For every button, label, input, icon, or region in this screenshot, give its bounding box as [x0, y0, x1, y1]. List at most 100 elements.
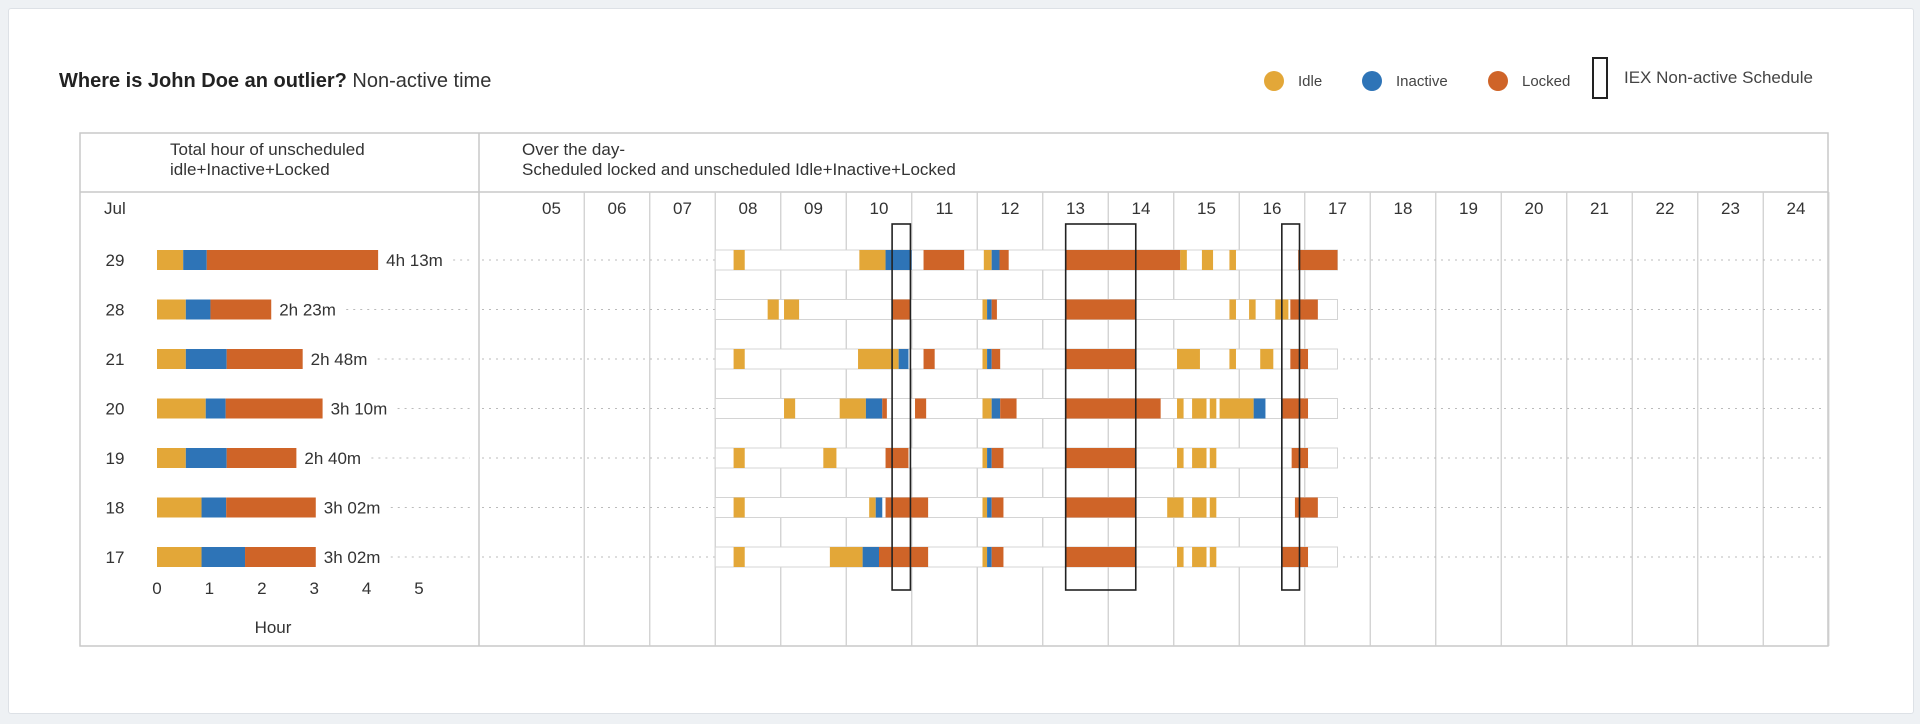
day-label: 28: [106, 301, 125, 320]
idle-segment: [1180, 250, 1187, 270]
idle-segment: [983, 250, 992, 270]
idle-segment: [1229, 250, 1236, 270]
active-window-bar: [714, 546, 1338, 568]
legend-item-locked[interactable]: Locked: [1488, 71, 1570, 91]
locked-segment: [949, 250, 965, 270]
total-label: 4h 13m: [386, 251, 443, 270]
idle-segment: [1209, 398, 1217, 419]
legend-label: IEX Non-active Schedule: [1624, 68, 1813, 87]
day-label: 29: [106, 251, 125, 270]
idle-segment: [982, 349, 988, 369]
locked-bar: [226, 448, 297, 468]
hour-tick-label: 14: [1132, 199, 1151, 218]
locked-segment: [991, 547, 1004, 567]
hour-tick-label: 18: [1394, 199, 1413, 218]
locked-segment: [1065, 448, 1136, 468]
schedule-block: [891, 223, 912, 591]
idle-segment: [982, 299, 988, 320]
idle-segment: [733, 497, 745, 518]
idle-segment: [858, 349, 899, 369]
inactive-segment: [1253, 398, 1266, 419]
inactive-segment: [987, 547, 992, 567]
chart-title-bold: Where is John Doe an outlier?: [59, 70, 347, 92]
schedule-block: [1281, 223, 1301, 591]
day-label: 20: [106, 400, 125, 419]
idle-segment: [784, 398, 796, 419]
x-tick-label: 0: [152, 579, 161, 598]
locked-segment: [991, 448, 1004, 468]
idle-bar: [157, 250, 184, 270]
hour-tick-label: 19: [1459, 199, 1478, 218]
locked-segment: [1065, 547, 1136, 567]
hour-tick-label: 23: [1721, 199, 1740, 218]
total-label: 3h 10m: [331, 400, 388, 419]
inactive-segment: [885, 250, 912, 270]
locked-segment: [991, 497, 1004, 518]
inactive-bar: [201, 547, 246, 567]
day-label: 21: [106, 350, 125, 369]
hour-tick-label: 08: [739, 199, 758, 218]
idle-segment: [1201, 250, 1214, 270]
idle-segment: [1177, 547, 1184, 567]
idle-segment: [1192, 547, 1207, 567]
inactive-segment: [991, 250, 1000, 270]
daily-timeline-chart: 05 06 07 08 09 10 11 12 13 14 15 16 17 18 19 20 21 22 23 24: [482, 192, 1830, 646]
hour-tick-label: 24: [1787, 199, 1806, 218]
inactive-bar: [201, 497, 227, 518]
legend-item-idle[interactable]: Idle: [1264, 71, 1322, 91]
inactive-bar: [185, 448, 227, 468]
locked-bar: [210, 299, 272, 320]
idle-segment: [733, 349, 745, 369]
idle-segment: [1229, 299, 1236, 320]
x-axis-label: Hour: [255, 618, 292, 637]
locked-bar: [226, 497, 316, 518]
locked-segment: [1294, 497, 1318, 518]
idle-segment: [1177, 448, 1184, 468]
idle-segment: [784, 299, 800, 320]
active-window-bar: [714, 497, 1338, 518]
idle-segment: [1192, 398, 1207, 419]
total-label: 2h 48m: [311, 350, 368, 369]
locked-bar: [206, 250, 379, 270]
active-window-bar: [714, 348, 1338, 370]
idle-segment: [982, 398, 992, 419]
idle-segment: [767, 299, 779, 320]
inactive-segment: [987, 448, 992, 468]
locked-segment: [991, 299, 997, 320]
x-tick-label: 4: [362, 579, 371, 598]
idle-segment: [982, 448, 988, 468]
locked-segment: [999, 250, 1009, 270]
idle-segment: [733, 547, 745, 567]
idle-segment: [1177, 398, 1184, 419]
inactive-segment: [898, 349, 909, 369]
legend-item-schedule[interactable]: IEX Non-active Schedule: [1592, 57, 1813, 99]
locked-segment: [1281, 398, 1309, 419]
total-label: 2h 40m: [304, 449, 361, 468]
idle-segment: [1177, 349, 1200, 369]
locked-segment: [1065, 299, 1136, 320]
legend: Idle Inactive Locked IEX Non-active Sche…: [9, 57, 1913, 105]
hour-tick-label: 22: [1656, 199, 1675, 218]
hour-tick-label: 10: [870, 199, 889, 218]
locked-swatch-icon: [1488, 71, 1508, 91]
locked-bar: [226, 349, 303, 369]
x-tick-label: 1: [205, 579, 214, 598]
idle-segment: [1209, 497, 1217, 518]
inactive-segment: [991, 398, 1001, 419]
hour-tick-label: 09: [804, 199, 823, 218]
hour-tick-label: 13: [1066, 199, 1085, 218]
schedule-block: [1064, 223, 1137, 591]
hour-tick-label: 16: [1263, 199, 1282, 218]
active-window-bar: [714, 447, 1338, 469]
idle-segment: [839, 398, 866, 419]
inactive-segment: [987, 497, 992, 518]
idle-bar: [157, 497, 202, 518]
idle-segment: [829, 547, 863, 567]
locked-segment: [879, 547, 929, 567]
locked-segment: [885, 497, 929, 518]
legend-label: Locked: [1522, 72, 1571, 90]
idle-segment: [1229, 349, 1236, 369]
legend-item-inactive[interactable]: Inactive: [1362, 71, 1448, 91]
hour-tick-label: 07: [673, 199, 692, 218]
